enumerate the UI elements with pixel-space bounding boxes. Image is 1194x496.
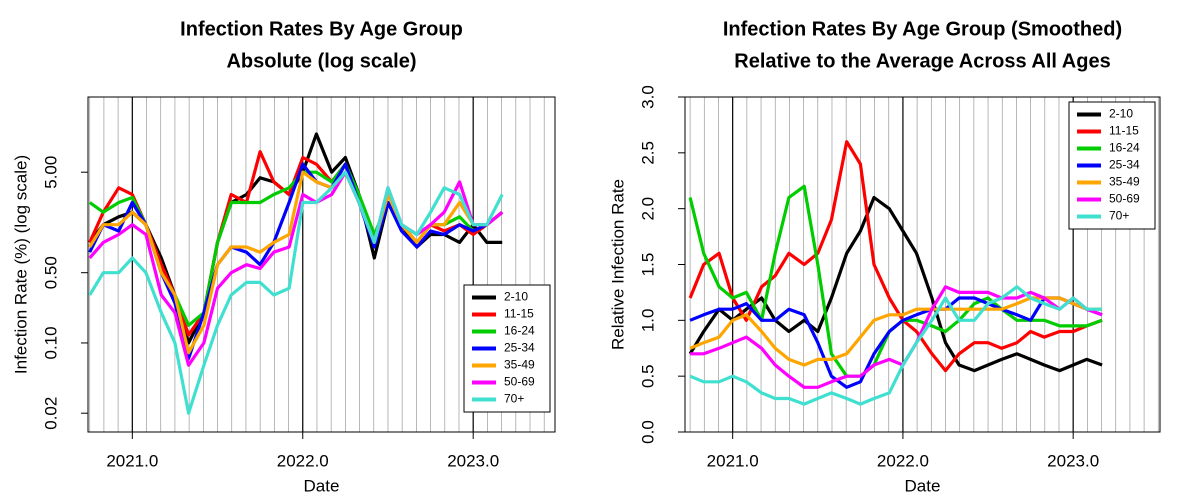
x-tick-label: 2023.0 xyxy=(1047,451,1099,470)
y-tick-label: 0.50 xyxy=(41,256,60,289)
series-line xyxy=(690,285,1103,389)
y-tick-label: 5.00 xyxy=(41,156,60,189)
legend-label: 50-69 xyxy=(1109,192,1140,206)
y-axis-label: Infection Rate (%) (log scale) xyxy=(11,155,30,374)
series-line xyxy=(88,170,504,367)
x-tick-label: 2021.0 xyxy=(707,451,759,470)
legend-label: 35-49 xyxy=(1109,175,1140,189)
y-tick-label: 2.0 xyxy=(638,197,657,221)
legend-label: 70+ xyxy=(504,392,524,406)
chart-subtitle: Absolute (log scale) xyxy=(226,50,416,72)
series-line xyxy=(688,184,1103,378)
series-line xyxy=(689,285,1103,406)
legend-label: 2-10 xyxy=(504,290,528,304)
legend-label: 50-69 xyxy=(504,375,535,389)
series-line xyxy=(688,195,1103,373)
legend-label: 25-34 xyxy=(504,341,535,355)
y-tick-label: 0.5 xyxy=(638,364,657,388)
legend-label: 11-15 xyxy=(1109,124,1139,138)
y-tick-label: 0.0 xyxy=(638,420,657,444)
legend-label: 2-10 xyxy=(1109,107,1133,121)
x-tick-label: 2021.0 xyxy=(106,451,158,470)
panel: Infection Rates By Age Group (Smoothed) R… xyxy=(608,18,1161,495)
y-axis-label: Relative Infection Rate xyxy=(608,179,627,350)
chart-title: Infection Rates By Age Group xyxy=(180,18,463,40)
x-tick-label: 2023.0 xyxy=(447,451,499,470)
chart-title: Infection Rates By Age Group (Smoothed) xyxy=(723,18,1122,40)
x-tick-label: 2022.0 xyxy=(277,451,329,470)
series-line xyxy=(688,140,1103,373)
y-tick-label: 2.5 xyxy=(638,141,657,165)
y-tick-label: 3.0 xyxy=(638,85,657,109)
y-tick-label: 0.02 xyxy=(41,397,60,430)
chart-subtitle: Relative to the Average Across All Ages xyxy=(734,50,1110,72)
series-line xyxy=(88,170,504,415)
legend: 2-10 11-15 16-24 25-34 35-49 50-69 70+ xyxy=(1068,101,1156,230)
plot-frame xyxy=(684,96,1161,433)
legend: 2-10 11-15 16-24 25-34 35-49 50-69 70+ xyxy=(463,284,551,413)
panel: Infection Rates By Age Group Absolute (lo… xyxy=(11,18,556,495)
legend-label: 16-24 xyxy=(504,324,535,338)
legend-label: 25-34 xyxy=(1109,158,1140,172)
x-axis-label: Date xyxy=(304,476,340,495)
plot-frame xyxy=(87,96,556,433)
legend-label: 11-15 xyxy=(504,307,534,321)
series-line xyxy=(689,296,1103,389)
y-tick-label: 1.0 xyxy=(638,309,657,333)
legend-label: 16-24 xyxy=(1109,141,1140,155)
x-tick-label: 2022.0 xyxy=(877,451,929,470)
x-axis-label: Date xyxy=(905,476,941,495)
legend-label: 35-49 xyxy=(504,358,535,372)
legend-label: 70+ xyxy=(1109,209,1129,223)
y-tick-label: 1.5 xyxy=(638,253,657,277)
y-tick-label: 0.10 xyxy=(41,326,60,359)
